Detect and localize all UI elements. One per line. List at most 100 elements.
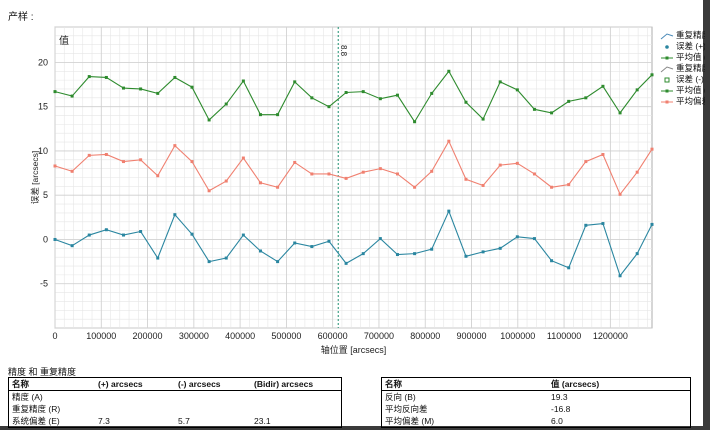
data-point[interactable] bbox=[207, 260, 211, 264]
data-point[interactable] bbox=[378, 237, 382, 241]
data-point[interactable] bbox=[121, 160, 125, 164]
data-point[interactable] bbox=[601, 84, 605, 88]
data-point[interactable] bbox=[550, 259, 554, 263]
data-point[interactable] bbox=[258, 249, 262, 253]
data-point[interactable] bbox=[618, 192, 622, 196]
data-point[interactable] bbox=[121, 86, 125, 90]
data-point[interactable] bbox=[515, 235, 519, 239]
data-point[interactable] bbox=[447, 69, 451, 73]
data-point[interactable] bbox=[498, 80, 502, 84]
data-point[interactable] bbox=[258, 113, 262, 117]
data-point[interactable] bbox=[207, 118, 211, 122]
data-point[interactable] bbox=[70, 169, 74, 173]
data-point[interactable] bbox=[53, 164, 57, 168]
data-point[interactable] bbox=[464, 177, 468, 181]
data-point[interactable] bbox=[378, 97, 382, 101]
data-point[interactable] bbox=[378, 167, 382, 171]
data-point[interactable] bbox=[447, 209, 451, 213]
data-point[interactable] bbox=[395, 93, 399, 97]
data-point[interactable] bbox=[104, 152, 108, 156]
data-point[interactable] bbox=[361, 252, 365, 256]
data-point[interactable] bbox=[258, 181, 262, 185]
data-point[interactable] bbox=[207, 189, 211, 193]
data-point[interactable] bbox=[241, 156, 245, 160]
data-point[interactable] bbox=[567, 183, 571, 187]
legend-item[interactable]: 误差 (+) bbox=[660, 41, 705, 52]
data-point[interactable] bbox=[104, 228, 108, 232]
data-point[interactable] bbox=[515, 161, 519, 165]
data-point[interactable] bbox=[498, 246, 502, 250]
data-point[interactable] bbox=[550, 185, 554, 189]
series-line-1[interactable] bbox=[54, 139, 653, 196]
data-point[interactable] bbox=[498, 163, 502, 167]
legend-item[interactable]: 误差 (-) bbox=[660, 74, 705, 85]
data-point[interactable] bbox=[515, 88, 519, 92]
legend-item[interactable]: 重复精度 bbox=[660, 30, 705, 41]
data-point[interactable] bbox=[276, 185, 280, 189]
legend-item[interactable]: 平均值 (- bbox=[660, 85, 705, 96]
data-point[interactable] bbox=[344, 176, 348, 180]
data-point[interactable] bbox=[650, 147, 654, 151]
data-point[interactable] bbox=[139, 230, 143, 234]
data-point[interactable] bbox=[293, 160, 297, 164]
data-point[interactable] bbox=[361, 90, 365, 94]
data-point[interactable] bbox=[601, 152, 605, 156]
data-point[interactable] bbox=[121, 233, 125, 237]
data-point[interactable] bbox=[173, 144, 177, 148]
data-point[interactable] bbox=[635, 252, 639, 256]
data-point[interactable] bbox=[70, 244, 74, 248]
data-point[interactable] bbox=[481, 183, 485, 187]
data-point[interactable] bbox=[413, 252, 417, 256]
data-point[interactable] bbox=[430, 169, 434, 173]
data-point[interactable] bbox=[173, 75, 177, 79]
data-point[interactable] bbox=[310, 96, 314, 100]
data-point[interactable] bbox=[87, 233, 91, 237]
data-point[interactable] bbox=[87, 75, 91, 79]
data-point[interactable] bbox=[532, 237, 536, 241]
data-point[interactable] bbox=[567, 266, 571, 270]
data-point[interactable] bbox=[430, 247, 434, 251]
data-point[interactable] bbox=[53, 90, 57, 94]
data-point[interactable] bbox=[550, 111, 554, 115]
data-point[interactable] bbox=[481, 117, 485, 121]
data-point[interactable] bbox=[650, 222, 654, 226]
data-point[interactable] bbox=[190, 232, 194, 236]
data-point[interactable] bbox=[650, 73, 654, 77]
data-point[interactable] bbox=[139, 158, 143, 162]
data-point[interactable] bbox=[567, 99, 571, 103]
data-point[interactable] bbox=[276, 260, 280, 264]
data-point[interactable] bbox=[276, 113, 280, 117]
data-point[interactable] bbox=[464, 254, 468, 258]
data-point[interactable] bbox=[464, 100, 468, 104]
data-point[interactable] bbox=[293, 80, 297, 84]
data-point[interactable] bbox=[447, 139, 451, 143]
data-point[interactable] bbox=[327, 172, 331, 176]
legend-item[interactable]: 重复精度 bbox=[660, 63, 705, 74]
data-point[interactable] bbox=[532, 107, 536, 111]
data-point[interactable] bbox=[584, 96, 588, 100]
data-point[interactable] bbox=[532, 172, 536, 176]
data-point[interactable] bbox=[584, 160, 588, 164]
data-point[interactable] bbox=[139, 87, 143, 91]
data-point[interactable] bbox=[224, 256, 228, 260]
data-point[interactable] bbox=[224, 179, 228, 183]
legend-item[interactable]: 平均偏差 bbox=[660, 96, 705, 107]
legend-item[interactable]: 平均值 (+ bbox=[660, 52, 705, 63]
data-point[interactable] bbox=[584, 223, 588, 227]
data-point[interactable] bbox=[395, 253, 399, 257]
data-point[interactable] bbox=[618, 274, 622, 278]
error-chart[interactable]: 0 100000 200000 300000 400000 500000 600000 700… bbox=[0, 0, 660, 365]
data-point[interactable] bbox=[53, 237, 57, 241]
data-point[interactable] bbox=[310, 245, 314, 249]
chart-legend[interactable]: 重复精度误差 (+)平均值 (+重复精度误差 (-)平均值 (-平均偏差 bbox=[660, 30, 705, 107]
data-point[interactable] bbox=[635, 88, 639, 92]
data-point[interactable] bbox=[413, 120, 417, 124]
data-point[interactable] bbox=[104, 75, 108, 79]
data-point[interactable] bbox=[190, 85, 194, 89]
series-line-2[interactable] bbox=[54, 209, 653, 277]
data-point[interactable] bbox=[241, 79, 245, 83]
data-point[interactable] bbox=[241, 233, 245, 237]
data-point[interactable] bbox=[344, 91, 348, 95]
data-point[interactable] bbox=[156, 174, 160, 178]
data-point[interactable] bbox=[190, 160, 194, 164]
